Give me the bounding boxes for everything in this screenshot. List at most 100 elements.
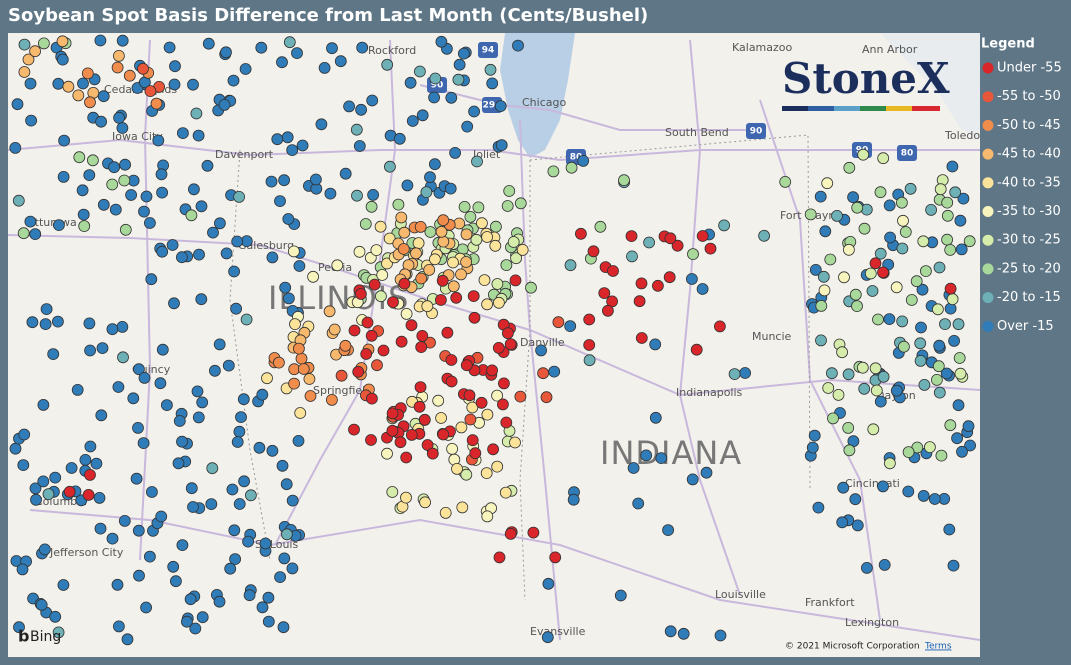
basis-dot — [202, 37, 215, 50]
basis-dot — [272, 356, 285, 369]
basis-dot — [77, 77, 89, 90]
basis-dot — [339, 167, 352, 180]
basis-dot — [231, 436, 244, 448]
basis-dot — [167, 560, 180, 573]
basis-dot — [193, 248, 205, 261]
basis-dot — [256, 388, 269, 401]
basis-dot — [535, 344, 547, 357]
basis-dot — [38, 37, 50, 50]
basis-dot — [296, 139, 309, 152]
basis-dot — [84, 96, 96, 109]
basis-dot — [335, 369, 348, 382]
basis-dot — [398, 226, 411, 239]
basis-dot — [664, 625, 677, 638]
basis-dot — [274, 195, 286, 208]
basis-dot — [872, 313, 884, 326]
basis-dot — [447, 256, 459, 269]
basis-dot — [874, 395, 887, 408]
basis-dot — [405, 428, 418, 441]
basis-dot — [140, 601, 153, 614]
basis-dot — [132, 524, 145, 537]
basis-dot — [512, 39, 524, 52]
basis-dot — [932, 360, 945, 373]
basis-dot — [83, 317, 96, 330]
basis-dot — [718, 219, 730, 232]
state-label: INDIANA — [600, 434, 742, 472]
basis-dot — [201, 159, 214, 172]
basis-dot — [222, 359, 235, 372]
basis-dot — [861, 562, 873, 574]
basis-dot — [441, 326, 454, 339]
city-label: Lexington — [845, 616, 899, 629]
basis-dot — [957, 192, 970, 205]
basis-dot — [63, 485, 76, 498]
basis-dot — [849, 493, 862, 506]
basis-dot — [184, 593, 197, 606]
basis-dot — [106, 323, 119, 336]
basis-dot — [419, 496, 432, 509]
basis-dot — [468, 105, 481, 118]
basis-dot — [16, 563, 29, 576]
legend-label: -40 to -35 — [997, 175, 1061, 190]
basis-dot — [318, 62, 331, 74]
basis-dot — [943, 523, 956, 536]
basis-dot — [933, 261, 946, 274]
basis-dot — [877, 152, 890, 165]
basis-dot — [39, 543, 51, 556]
basis-dot — [218, 99, 231, 111]
basis-dot — [286, 562, 299, 575]
basis-dot — [869, 362, 882, 375]
basis-dot — [457, 47, 470, 60]
basis-dot — [836, 516, 849, 529]
basis-dot — [838, 271, 850, 284]
basis-dot — [758, 229, 770, 242]
basis-dot — [291, 47, 303, 59]
basis-dot — [169, 575, 182, 588]
basis-dot — [386, 486, 399, 498]
basis-dot — [84, 344, 96, 357]
basis-dot — [240, 313, 253, 326]
basis-dot — [470, 233, 483, 246]
basis-dot — [941, 233, 953, 246]
legend-swatch — [982, 263, 994, 275]
basis-dot — [939, 318, 951, 331]
basis-dot — [331, 259, 344, 272]
basis-dot — [108, 161, 120, 174]
basis-dot — [79, 453, 92, 466]
basis-dot — [116, 320, 129, 333]
basis-dot — [288, 377, 301, 390]
legend-swatch — [982, 320, 994, 332]
basis-dot — [117, 351, 129, 364]
state-borders — [229, 134, 811, 601]
highway-number: 294 — [483, 101, 502, 111]
basis-dot — [451, 462, 463, 475]
basis-dot — [857, 148, 870, 161]
basis-dot — [463, 389, 476, 402]
basis-dot — [696, 283, 709, 295]
basis-dot — [78, 220, 91, 233]
basis-dot — [500, 259, 513, 272]
legend-swatch — [982, 177, 994, 189]
basis-dot — [946, 160, 959, 173]
basis-dot — [420, 186, 433, 199]
basis-dot — [896, 196, 908, 209]
basis-dot — [195, 200, 208, 213]
city-label: Jefferson City — [49, 546, 124, 559]
basis-dot — [956, 445, 968, 458]
basis-dot — [468, 311, 481, 324]
terms-link[interactable]: Terms — [924, 642, 952, 652]
basis-dot — [456, 501, 469, 514]
basis-dot — [819, 225, 832, 238]
basis-dot — [453, 58, 466, 71]
basis-dot — [446, 442, 459, 455]
basis-dot — [35, 599, 48, 611]
basis-dot — [113, 111, 125, 124]
basis-dot — [428, 253, 441, 266]
basis-dot — [933, 386, 946, 399]
basis-dot — [663, 271, 676, 284]
basis-dot — [53, 219, 65, 232]
basis-dot — [286, 494, 299, 507]
basis-dot — [779, 175, 792, 188]
basis-dot — [426, 447, 439, 460]
